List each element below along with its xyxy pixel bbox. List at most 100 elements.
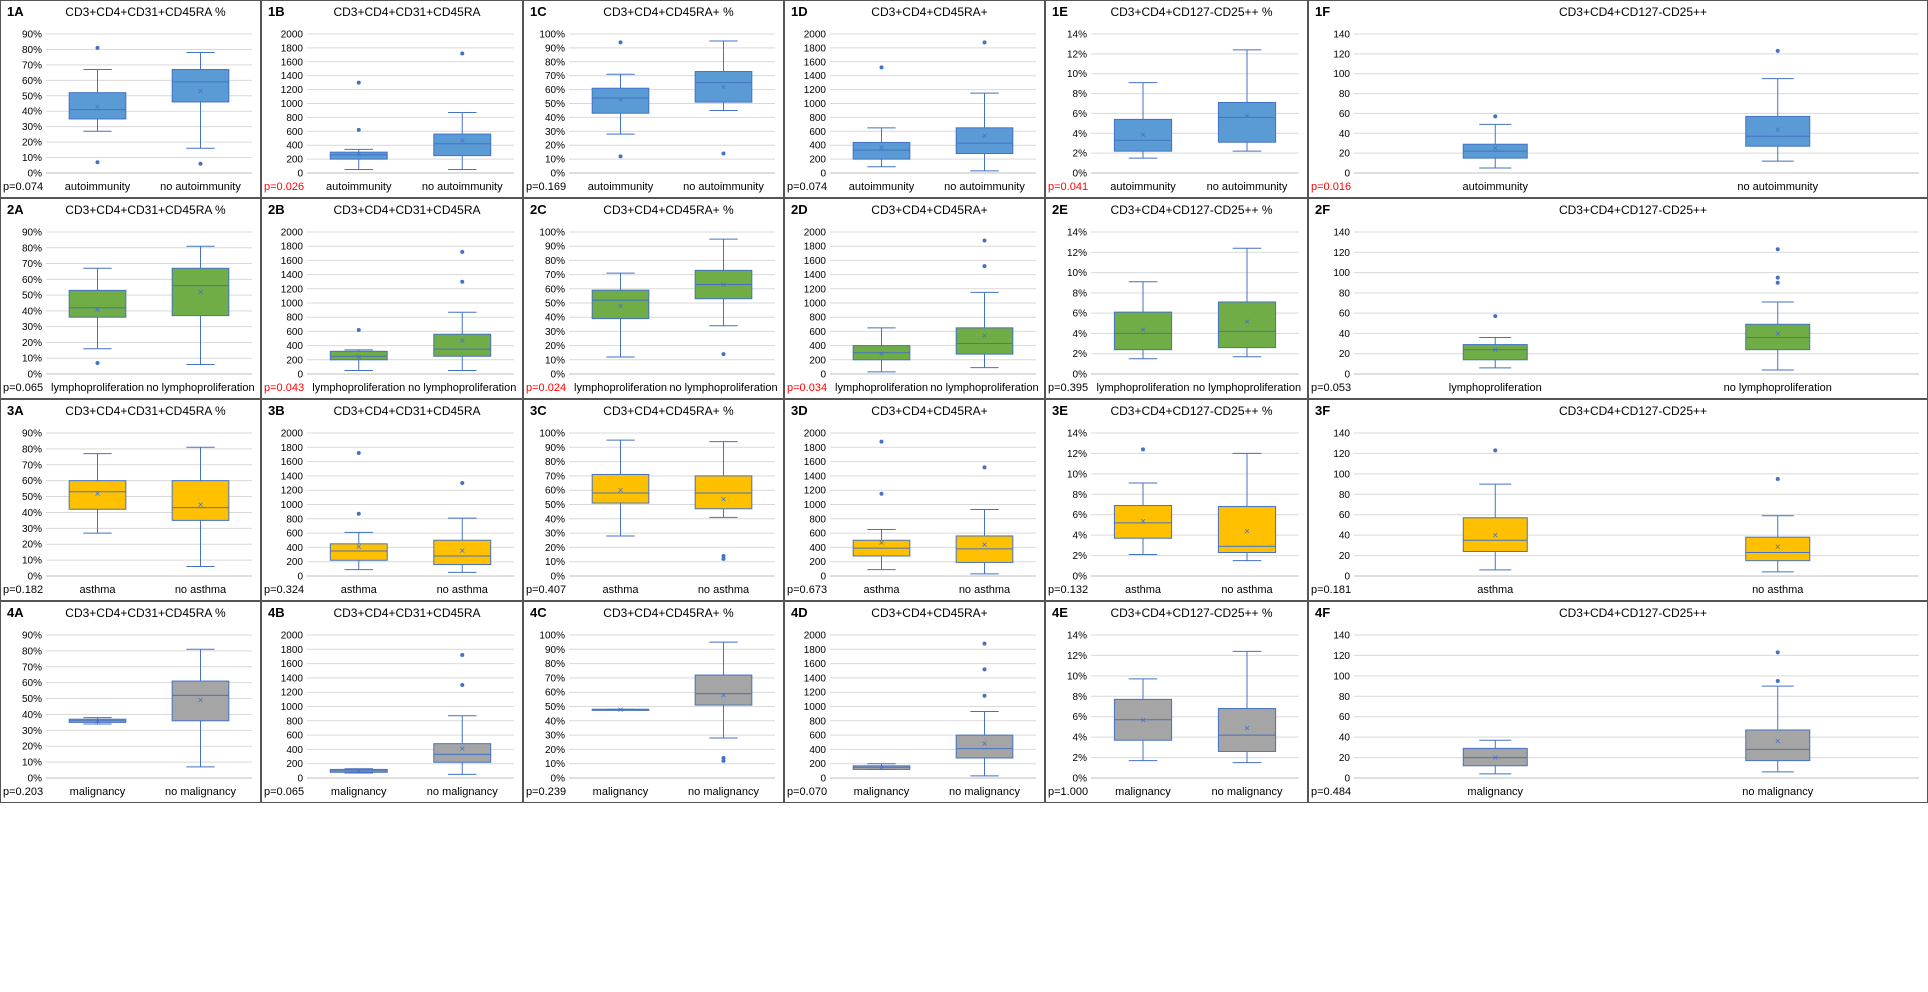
y-tick-label: 40% <box>22 710 42 721</box>
y-tick-label: 0 <box>1344 370 1350 381</box>
box-plot-svg: 0% 10% 20% 30% 40% 50% 60% 70% 80% 90% × autoimmuni… <box>22 30 252 193</box>
y-tick-label: 0 <box>820 169 826 180</box>
outlier-point <box>460 51 465 56</box>
outlier-point <box>982 238 987 243</box>
y-tick-label: 600 <box>809 327 826 338</box>
panel-label: 1F <box>1315 4 1331 19</box>
mean-marker: × <box>95 305 101 316</box>
box-no-group: × <box>955 40 1014 172</box>
iqr-box <box>694 71 753 103</box>
panel-label: 1C <box>530 4 547 19</box>
iqr-box <box>1462 517 1528 552</box>
box-no-group: × <box>955 641 1014 777</box>
y-tick-label: 100 <box>1333 69 1350 80</box>
y-tick-label: 40 <box>1339 329 1351 340</box>
box-no-group: × <box>694 641 753 763</box>
iqr-box <box>68 289 127 318</box>
iqr-box <box>1113 505 1173 539</box>
y-tick-label: 2% <box>1073 149 1088 160</box>
mean-marker: × <box>1775 329 1781 340</box>
y-tick-label: 0 <box>820 572 826 583</box>
y-tick-label: 14% <box>1067 631 1087 642</box>
chart-panel-3C: 3C CD3+CD4+CD45RA+ % p=0.407 0% 10% 20% 30% 40%… <box>523 399 784 601</box>
y-tick-label: 1200 <box>804 85 827 96</box>
y-tick-label: 2% <box>1073 349 1088 360</box>
category-label: no autoimmunity <box>1737 181 1818 193</box>
category-label: autoimmunity <box>588 181 654 193</box>
y-tick-label: 600 <box>809 127 826 138</box>
outlier-point <box>460 481 465 486</box>
p-value: p=0.324 <box>264 584 305 596</box>
y-tick-label: 14% <box>1067 429 1087 440</box>
y-tick-label: 40 <box>1339 129 1351 140</box>
outlier-point <box>618 40 623 45</box>
y-tick-label: 0 <box>820 370 826 381</box>
y-tick-label: 800 <box>286 113 303 124</box>
y-tick-label: 20 <box>1339 349 1351 360</box>
y-tick-label: 50% <box>545 500 565 511</box>
outlier-point <box>982 465 987 470</box>
outlier-point <box>1775 476 1780 481</box>
box-no-group: × <box>1217 49 1277 152</box>
iqr-box <box>1217 301 1277 349</box>
iqr-box <box>955 327 1014 355</box>
y-tick-label: 200 <box>809 759 826 770</box>
y-tick-label: 60% <box>545 486 565 497</box>
y-tick-label: 90% <box>545 43 565 54</box>
outlier-point <box>721 755 726 760</box>
mean-marker: × <box>721 691 727 702</box>
y-tick-label: 40 <box>1339 733 1351 744</box>
mean-marker: × <box>1492 345 1498 356</box>
y-tick-label: 140 <box>1333 228 1350 239</box>
y-tick-label: 90% <box>22 631 42 642</box>
category-label: no malignancy <box>427 786 498 798</box>
category-label: asthma <box>863 584 900 596</box>
y-tick-label: 200 <box>809 155 826 166</box>
iqr-box <box>1113 311 1173 351</box>
y-tick-label: 80% <box>22 646 42 657</box>
chart-title: CD3+CD4+CD31+CD45RA <box>333 404 481 418</box>
y-tick-label: 80% <box>22 243 42 254</box>
y-tick-label: 200 <box>286 759 303 770</box>
outlier-point <box>618 154 623 159</box>
mean-marker: × <box>95 102 101 113</box>
iqr-box <box>1113 118 1173 152</box>
chart-panel-2B: 2B CD3+CD4+CD31+CD45RA p=0.043 0 200 400 600 80… <box>261 198 523 399</box>
iqr-box <box>329 350 388 361</box>
y-tick-label: 90% <box>22 228 42 239</box>
panel-label: 3B <box>268 403 285 418</box>
iqr-box <box>591 473 650 504</box>
y-tick-label: 100 <box>1333 671 1350 682</box>
y-tick-label: 10% <box>22 556 42 567</box>
chart-panel-1E: 1E CD3+CD4+CD127-CD25++ % p=0.041 0% 2% 4% 6% 8… <box>1045 0 1308 198</box>
outlier-point <box>1493 314 1498 319</box>
chart-panel-1D: 1D CD3+CD4+CD45RA+ p=0.074 0 200 400 600 800 100… <box>784 0 1045 198</box>
mean-marker: × <box>1492 144 1498 155</box>
outlier-point <box>460 683 465 688</box>
mean-marker: × <box>1244 317 1250 328</box>
category-label: lymphoproliferation <box>1097 382 1190 394</box>
chart-panel-1B: 1B CD3+CD4+CD31+CD45RA p=0.026 0 200 400 600 80… <box>261 0 523 198</box>
y-tick-label: 20% <box>22 742 42 753</box>
y-tick-label: 0 <box>297 774 303 785</box>
y-tick-label: 1400 <box>804 673 827 684</box>
box-group: × <box>1113 281 1173 360</box>
p-value: p=0.181 <box>1311 584 1352 596</box>
panel-label: 1D <box>791 4 808 19</box>
y-tick-label: 80% <box>545 57 565 68</box>
box-plot-svg: 0 20 40 60 80 100 120 140 × malignancy × no maligna… <box>1333 631 1919 798</box>
y-tick-label: 200 <box>286 557 303 568</box>
box-no-group: × <box>955 238 1014 369</box>
panel-label: 4E <box>1052 605 1068 620</box>
category-label: no lymphoproliferation <box>1724 382 1832 394</box>
y-tick-label: 90% <box>22 429 42 440</box>
p-value: p=0.016 <box>1311 181 1352 193</box>
chart-panel-3D: 3D CD3+CD4+CD45RA+ p=0.673 0 200 400 600 800 100… <box>784 399 1045 601</box>
y-tick-label: 0 <box>1344 169 1350 180</box>
chart-panel-2A: 2A CD3+CD4+CD31+CD45RA % p=0.065 0% 10% 20% 30… <box>0 198 261 399</box>
y-tick-label: 1800 <box>281 645 304 656</box>
y-tick-label: 12% <box>1067 449 1087 460</box>
mean-marker: × <box>879 143 885 154</box>
y-tick-label: 1200 <box>281 486 304 497</box>
mean-marker: × <box>198 287 204 298</box>
